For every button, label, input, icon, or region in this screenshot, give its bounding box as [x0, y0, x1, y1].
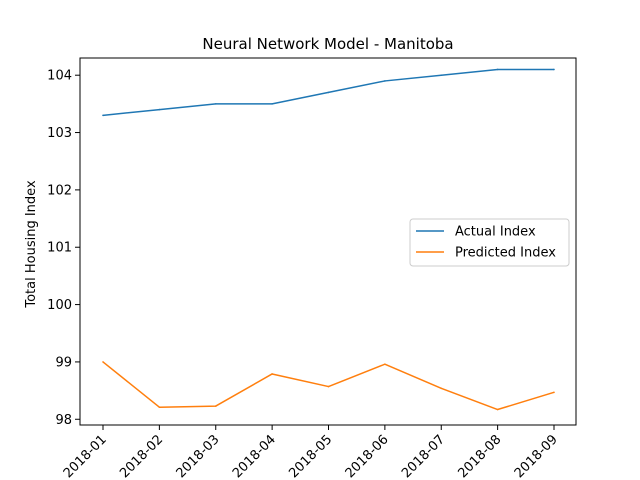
chart-title: Neural Network Model - Manitoba	[202, 35, 453, 53]
data-point	[214, 405, 217, 407]
data-point	[158, 406, 161, 409]
series-lines	[102, 68, 555, 411]
data-point	[496, 68, 499, 71]
y-axis-ticks: 98 99 100 101 102 103 104	[47, 69, 80, 428]
x-axis-ticks: 2018-01 2018-02 2018-03 2018-04 2018-05 2018-…	[61, 425, 561, 480]
y-axis-label: Total Housing Index	[24, 180, 39, 309]
y-tick-label: 100	[47, 298, 72, 313]
legend-entry-label: Predicted Index	[455, 246, 556, 261]
legend-entry-label: Actual Index	[455, 225, 536, 240]
data-point	[384, 363, 386, 366]
y-tick-label: 98	[55, 413, 72, 428]
data-point	[327, 385, 330, 388]
data-point	[496, 408, 499, 411]
data-point	[384, 80, 386, 82]
data-point	[214, 103, 217, 105]
y-tick-label: 103	[47, 126, 72, 141]
x-tick-label: 2018-08	[455, 432, 504, 480]
x-tick-label: 2018-04	[230, 432, 279, 480]
x-tick-label: 2018-06	[343, 432, 392, 480]
data-point	[271, 373, 273, 375]
data-point	[553, 391, 555, 394]
legend-box	[409, 218, 570, 267]
data-point	[102, 361, 104, 363]
y-tick-label: 99	[55, 355, 72, 370]
y-tick-label: 102	[47, 183, 72, 198]
data-point	[271, 103, 273, 105]
x-tick-label: 2018-01	[61, 432, 110, 480]
x-tick-label: 2018-03	[174, 432, 223, 480]
data-point	[553, 68, 555, 71]
data-point	[440, 74, 443, 77]
x-tick-label: 2018-02	[117, 432, 166, 480]
series-line-predicted-index	[102, 361, 555, 411]
data-point	[158, 108, 161, 111]
y-tick-label: 101	[47, 241, 72, 256]
legend: Actual Index Predicted Index	[409, 218, 570, 267]
x-tick-label: 2018-05	[286, 432, 335, 480]
data-point	[102, 114, 104, 117]
y-tick-label: 104	[47, 69, 72, 84]
x-tick-label: 2018-09	[512, 432, 561, 480]
x-tick-label: 2018-07	[399, 432, 448, 480]
data-point	[440, 387, 443, 390]
data-point	[327, 91, 330, 94]
